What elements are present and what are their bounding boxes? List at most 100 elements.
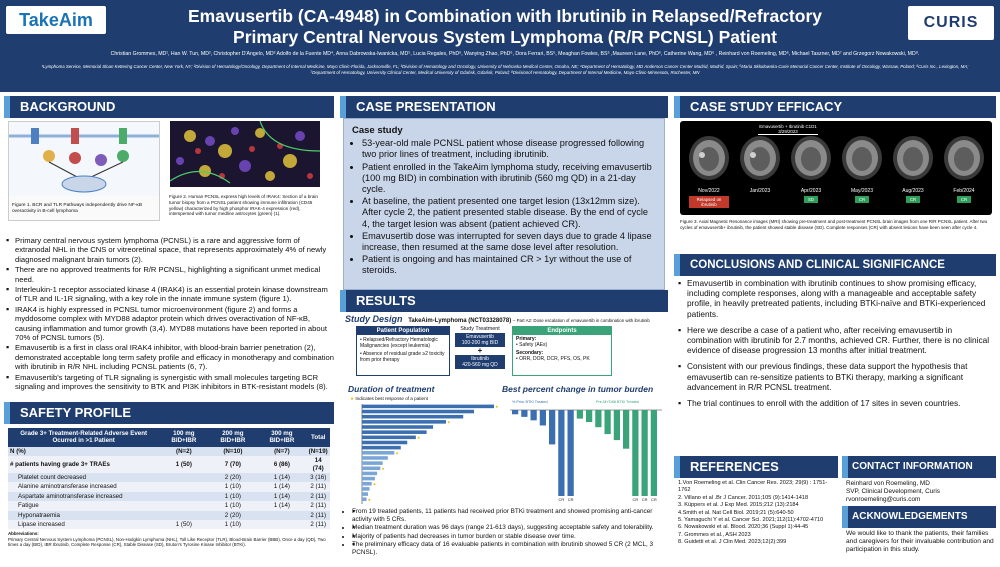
safety-cell: [159, 473, 208, 482]
scan-date: Nov/2022: [698, 188, 720, 194]
safety-cell: 1 (14): [273, 502, 290, 510]
best-response-star-icon: ★: [373, 482, 377, 487]
contact-email-link[interactable]: rvonroemeling@curis.com: [846, 496, 921, 503]
safety-row-label: Alanine aminotransferase increased: [18, 483, 117, 491]
brain-scan-image: [689, 136, 729, 180]
safety-cell: 2 (11): [310, 521, 327, 529]
brain-scan-image: [740, 136, 780, 180]
duration-chart-title: Duration of treatment: [348, 384, 435, 394]
safety-cell: 2 (11): [310, 483, 327, 491]
cycle-label: Emavusertib + Ibrutinib C1D1 3/29/2023: [758, 124, 818, 135]
waterfall-chart: CR CR CR CR CR: [510, 409, 662, 502]
scan-date: Apr/2023: [800, 188, 822, 194]
population-item-text: Absence of residual grade ≥2 toxicity fr…: [360, 351, 445, 363]
star-icon: ★: [350, 396, 355, 401]
safety-col-header: 200 mg BID+IBR: [220, 430, 246, 445]
contact-info: Reinhard von Roemeling, MD SVP, Clinical…: [846, 480, 996, 504]
waterfall-bar: [604, 410, 611, 435]
best-response-star-icon: ★: [395, 451, 399, 456]
safety-row-label: Platelet count decreased: [18, 474, 87, 482]
curis-logo: CURIS: [908, 6, 994, 40]
safety-row-label: Hyponatraemia: [18, 511, 60, 519]
figure-2-caption: Figure 2. Human PCNSL express high level…: [169, 194, 318, 217]
results-bullet: Majority of patients had decreases in tu…: [352, 533, 668, 541]
duration-bar: [362, 497, 367, 501]
treatment-2-dose: 420-560 mg QD: [462, 362, 498, 368]
title-line-1: Emavusertib (CA-4948) in Combination wit…: [188, 6, 822, 26]
conclusions-bullets: Emavusertib in combination with ibrutini…: [678, 278, 994, 409]
scan-status-badge: Relapsed on ibrutinib: [689, 196, 729, 208]
scan-date: Jan/2023: [749, 188, 771, 194]
conclusions-heading: CONCLUSIONS AND CLINICAL SIGNIFICANCE: [674, 254, 996, 276]
scan-status-badge: CR: [906, 196, 920, 203]
conclusion-bullet: The trial continues to enroll with the a…: [678, 398, 994, 408]
duration-bar: [362, 414, 464, 419]
safety-table: Grade 3+ Treatment-Related Adverse Event…: [8, 428, 330, 530]
waterfall-bar: [623, 410, 630, 449]
waterfall-bar: [641, 410, 648, 496]
results-bullets: From 19 treated patients, 11 patients ha…: [344, 508, 668, 558]
waterfall-bar: [613, 410, 620, 441]
safety-cell: (N=19): [308, 447, 328, 455]
scan-date: Aug/2023: [902, 188, 924, 194]
background-bullets: Primary central nervous system lymphoma …: [6, 236, 334, 393]
duration-bar: [362, 430, 427, 434]
ack-text: We would like to thank the patients, the…: [846, 530, 994, 553]
safety-cell: [257, 511, 306, 520]
background-bullet: Emavusertib is a first in class oral IRA…: [6, 343, 334, 371]
results-bullet: The preliminary efficacy data of 16 eval…: [352, 541, 668, 556]
waterfall-bar: [567, 410, 574, 496]
waterfall-group-1: % Prior BTKi Treated: [512, 400, 548, 404]
safety-cell: 1 (50): [175, 460, 192, 468]
mri-panel: Emavusertib + Ibrutinib C1D1 3/29/2023 N…: [680, 121, 992, 215]
safety-cell: 1 (14): [273, 492, 290, 500]
population-item-text: Relapsed/Refractory Hematologic Malignan…: [360, 337, 438, 349]
scan-status-badge: SD: [804, 196, 818, 203]
safety-cell: 1 (10): [224, 492, 241, 500]
safety-col-header: Total: [311, 433, 326, 441]
reference-item: 4.Smith et al. Nat Cell Biol. 2019;21 (5…: [678, 509, 794, 516]
best-response-star-icon: ★: [495, 404, 498, 409]
safety-cell: [159, 492, 208, 501]
study-design-note: – Part A2: Dose escalation of emavuserti…: [512, 318, 650, 323]
safety-cell: 7 (70): [224, 460, 241, 468]
safety-cell: [159, 501, 208, 510]
secondary-value: ORR, DOR, DCR, PFS, OS, PK: [519, 355, 590, 362]
duration-bar: [362, 445, 401, 450]
brain-scan-image: [842, 136, 882, 180]
waterfall-group-2: Pre-MYD88 BTKi Treated: [596, 400, 640, 404]
reference-item: 3. Küppers et al. J Exp Med. 2015;212 (1…: [678, 502, 799, 509]
waterfall-bar: [521, 410, 528, 417]
ack-heading: ACKNOWLEDGEMENTS: [842, 506, 996, 528]
waterfall-bar: [595, 410, 602, 428]
duration-bar: [362, 461, 383, 465]
background-bullet: Primary central nervous system lymphoma …: [6, 236, 334, 264]
safety-cell: 6 (86): [273, 460, 290, 468]
safety-row: Fatigue 1 (10) 1 (14) 2 (11): [8, 501, 330, 511]
references-heading: REFERENCES: [674, 456, 838, 478]
safety-row: Aspartate aminotransferase increased 1 (1…: [8, 491, 330, 502]
safety-cell: 14 (74): [312, 457, 324, 472]
safety-cell: 1 (10): [224, 502, 241, 510]
brain-scan-image: [944, 136, 984, 180]
treatment-1-name: Emavusertib: [466, 334, 494, 340]
background-bullet: There are no approved treatments for R/R…: [6, 265, 334, 284]
scan-date: Feb/2024: [953, 188, 975, 194]
conclusion-bullet: Emavusertib in combination with ibrutini…: [678, 278, 994, 319]
waterfall-cr-label: CR: [568, 497, 574, 502]
safety-row-label: # patients having grade 3+ TRAEs: [10, 460, 110, 468]
waterfall-cr-label: CR: [632, 497, 638, 502]
results-heading: RESULTS: [340, 290, 668, 312]
study-design-title: Study Design: [345, 314, 403, 324]
conclusion-bullet: Here we describe a case of a patient who…: [678, 325, 994, 356]
mri-scan: Aug/2023 CR: [890, 135, 936, 211]
population-item: • Absence of residual grade ≥2 toxicity …: [360, 351, 445, 363]
figure-2-histology: Figure 2. Human PCNSL express high level…: [166, 120, 330, 221]
waterfall-bar: [512, 410, 519, 415]
safety-row: # patients having grade 3+ TRAEs 1 (50) 7 …: [8, 456, 330, 474]
best-response-star-icon: ★: [381, 466, 385, 471]
background-bullet: Interleukin-1 receptor associated kinase…: [6, 285, 334, 304]
title-line-2: Primary Central Nervous System Lymphoma …: [233, 27, 777, 47]
safety-cell: 2 (11): [310, 492, 327, 500]
waterfall-bar: [632, 410, 639, 496]
